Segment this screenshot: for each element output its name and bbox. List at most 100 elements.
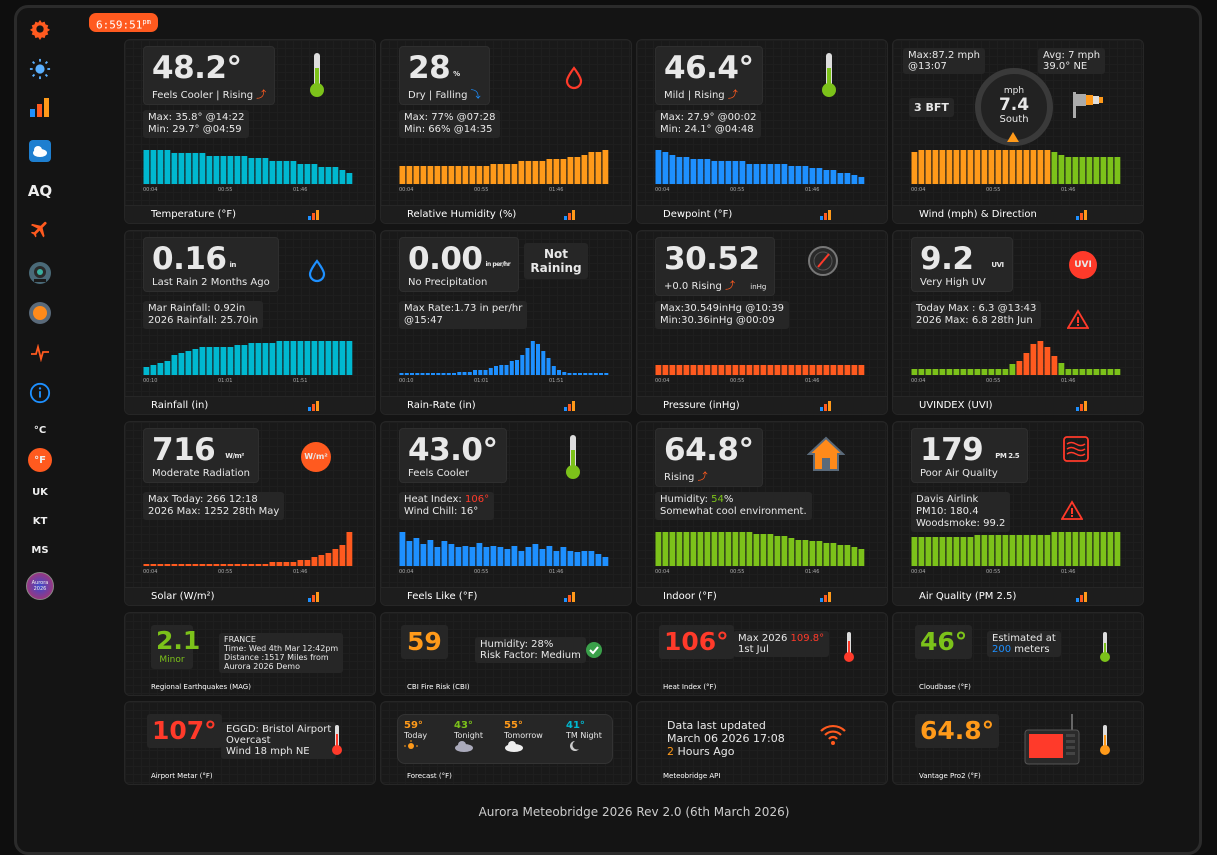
- chart-icon[interactable]: [820, 210, 831, 220]
- air-quality-link[interactable]: AQ: [27, 182, 53, 200]
- dewpoint-card[interactable]: 46.4° Mild | Rising ⤴ Max: 27.9° @00:02 M…: [636, 39, 888, 224]
- feels-like-card[interactable]: 43.0° Feels Cooler Heat Index: 106° Wind …: [380, 421, 632, 606]
- chart-bar: [248, 343, 255, 375]
- gear-icon[interactable]: [20, 16, 60, 42]
- chart-bar: [1072, 369, 1079, 375]
- vantage-pro2-card[interactable]: 64.8° Vantage Pro2 (°F): [892, 701, 1144, 785]
- chart-bar: [981, 535, 988, 566]
- unit-ms[interactable]: MS: [31, 544, 49, 556]
- chart-bar: [213, 156, 220, 184]
- thermometer-icon: [310, 53, 324, 97]
- airport-metar-card[interactable]: 107° EGGD: Bristol Airport Overcast Wind 1…: [124, 701, 376, 785]
- meteobridge-api-card[interactable]: Data last updated March 06 2026 17:08 2 Ho…: [636, 701, 888, 785]
- unit-fahrenheit[interactable]: °F: [20, 447, 60, 473]
- forecast-tm-night[interactable]: 41° TM Night: [566, 720, 612, 754]
- chart-bar: [241, 564, 248, 566]
- moon-icon[interactable]: [20, 300, 60, 326]
- chart-bar: [262, 343, 269, 375]
- chart-bar: [488, 368, 493, 375]
- chart-bar: [509, 361, 514, 375]
- chart-icon[interactable]: [564, 592, 575, 602]
- dewpoint-minmax: Max: 27.9° @00:02 Min: 24.1° @04:48: [655, 110, 762, 138]
- unit-uk[interactable]: UK: [32, 486, 48, 498]
- sun-icon[interactable]: [20, 56, 60, 82]
- forecast-tonight[interactable]: 43° Tonight: [454, 720, 494, 754]
- chart-bar: [234, 345, 241, 375]
- air-quality-card[interactable]: 179 PM 2.5 Poor Air Quality Davis Airlink…: [892, 421, 1144, 606]
- chart-bar: [767, 534, 774, 566]
- chart-bar: [269, 161, 276, 184]
- cloudbase-card[interactable]: 46° Estimated at 200 meters Cloudbase (°F…: [892, 612, 1144, 696]
- chart-bar: [192, 349, 199, 375]
- pressure-card[interactable]: 30.52 +0.0 Rising ⤴ inHg Max:30.549inHg …: [636, 230, 888, 415]
- forecast-card[interactable]: 59° Today 43° Tonight 55° Tomorrow 41° TM Ni…: [380, 701, 632, 785]
- uv-card[interactable]: 9.2 UVI Very High UV UVI Today Max : 6.3 …: [892, 230, 1144, 415]
- chart-icon[interactable]: [308, 592, 319, 602]
- chart-icon[interactable]: [564, 210, 575, 220]
- chart-icon[interactable]: [1076, 401, 1087, 411]
- chart-bar: [1051, 532, 1058, 566]
- rain-rate-chart: [399, 341, 609, 375]
- chart-bar: [530, 341, 535, 375]
- temperature-chart-ticks: 00:04 00:55 01:46: [143, 187, 353, 195]
- chart-bar: [953, 537, 960, 566]
- forecast-tomorrow[interactable]: 55° Tomorrow: [504, 720, 550, 754]
- pressure-footer: Pressure (inHg): [637, 396, 887, 414]
- chart-bar: [662, 152, 669, 184]
- thermometer-hot-icon: [844, 632, 854, 662]
- unit-kt[interactable]: KT: [32, 515, 48, 527]
- airplane-icon[interactable]: [20, 216, 60, 242]
- fire-risk-card[interactable]: 59 Humidity: 28% Risk Factor: Medium CBI …: [380, 612, 632, 696]
- heat-index-card[interactable]: 106° Max 2026 109.8° 1st Jul Heat Index (…: [636, 612, 888, 696]
- chart-bar: [346, 532, 353, 566]
- chart-bar: [676, 365, 683, 375]
- chart-bar: [802, 166, 809, 184]
- chart-bar: [830, 365, 837, 375]
- feels-like-chart: [399, 532, 609, 566]
- fire-risk-details: Humidity: 28% Risk Factor: Medium: [475, 637, 586, 663]
- chart-bar: [858, 549, 865, 566]
- chart-bar: [413, 166, 420, 184]
- chart-tick-label: 00:55: [730, 187, 745, 193]
- chart-icon[interactable]: [308, 210, 319, 220]
- chart-icon[interactable]: [20, 94, 60, 120]
- chart-icon[interactable]: [820, 592, 831, 602]
- chart-icon[interactable]: [308, 401, 319, 411]
- chart-bar: [557, 370, 561, 375]
- pulse-icon[interactable]: [20, 340, 60, 366]
- aurora-logo[interactable]: Aurora 2026: [20, 570, 60, 602]
- indoor-card[interactable]: 64.8° Rising ⤴ Humidity: 54% Somewhat coo…: [636, 421, 888, 606]
- webcam-icon[interactable]: [20, 260, 60, 286]
- chart-bar: [823, 365, 830, 375]
- indoor-value-box: 64.8° Rising ⤴: [655, 428, 763, 487]
- chart-bar: [297, 341, 304, 375]
- chart-bar: [325, 553, 332, 566]
- chart-icon[interactable]: [820, 401, 831, 411]
- chart-bar: [497, 164, 504, 184]
- chart-icon[interactable]: [564, 401, 575, 411]
- temperature-card[interactable]: 48.2° Feels Cooler | Rising ⤴ Max: 35.8°…: [124, 39, 376, 224]
- pressure-value-box: 30.52 +0.0 Rising ⤴ inHg: [655, 237, 776, 296]
- wind-card[interactable]: Max:87.2 mph @13:07 Avg: 7 mph 39.0° NE 3 …: [892, 39, 1144, 224]
- chart-icon[interactable]: [1076, 592, 1087, 602]
- chart-icon[interactable]: [1076, 210, 1087, 220]
- house-icon: [807, 436, 845, 471]
- solar-card[interactable]: 716 W/m² Moderate Radiation W/m² Max Toda…: [124, 421, 376, 606]
- humidity-card[interactable]: 28% Dry | Falling ⤵ Max: 77% @07:28 Min: …: [380, 39, 632, 224]
- chart-bar: [553, 551, 560, 566]
- earthquake-card[interactable]: 2.1 Minor FRANCE Time: Wed 4th Mar 12:42p…: [124, 612, 376, 696]
- temperature-trend: Feels Cooler | Rising: [152, 90, 254, 101]
- rainfall-card[interactable]: 0.16 in Last Rain 2 Months Ago Mar Rainfa…: [124, 230, 376, 415]
- forecast-today[interactable]: 59° Today: [404, 720, 444, 754]
- weather-app-icon[interactable]: [20, 138, 60, 164]
- temperature-footer: Temperature (°F): [125, 205, 375, 223]
- chart-bar: [339, 545, 346, 566]
- rain-rate-card[interactable]: 0.00 in per/hr No Precipitation Not Raini…: [380, 230, 632, 415]
- info-icon[interactable]: [20, 380, 60, 406]
- chart-bar: [676, 532, 683, 566]
- feels-like-footer: Feels Like (°F): [381, 587, 631, 605]
- chart-bar: [911, 369, 918, 375]
- dewpoint-value: 46.4°: [664, 50, 754, 86]
- unit-celsius[interactable]: °C: [33, 424, 47, 436]
- chart-bar: [960, 150, 967, 184]
